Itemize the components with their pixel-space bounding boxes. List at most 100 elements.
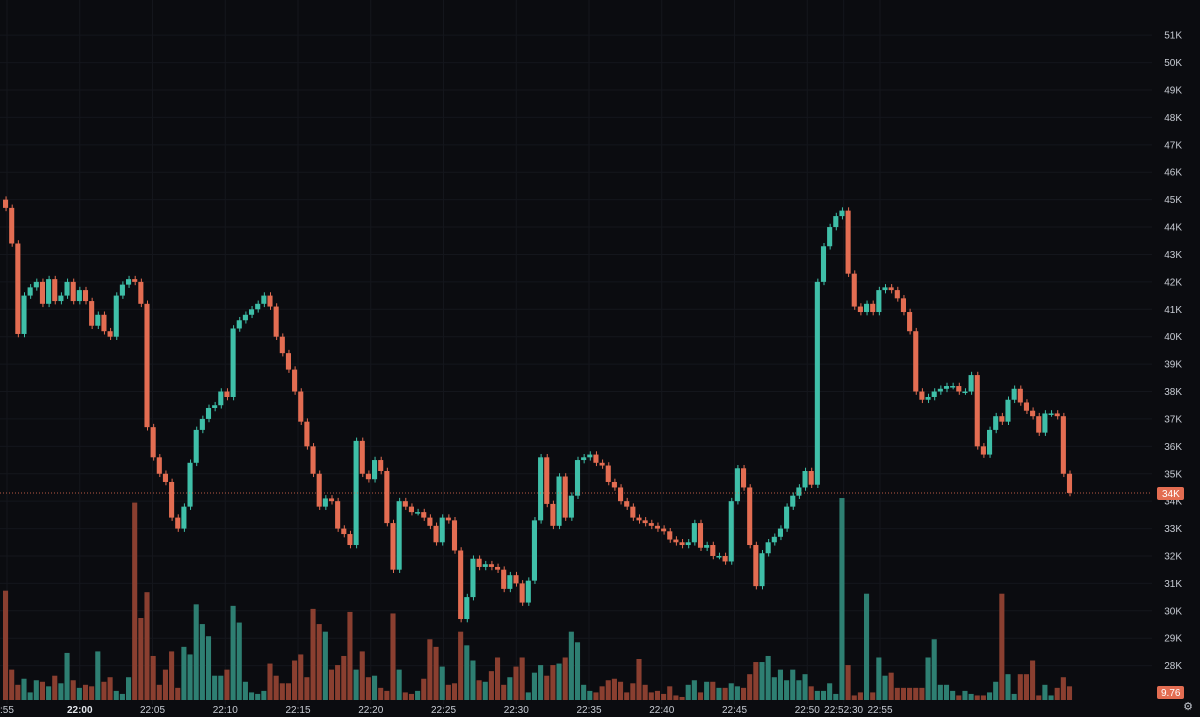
- volume-bar: [298, 654, 304, 700]
- candle-body: [150, 427, 156, 458]
- time-tick-label: 22:10: [213, 705, 238, 716]
- volume-bar: [292, 660, 298, 700]
- candle-body: [384, 471, 390, 524]
- volume-bar: [52, 675, 58, 700]
- volume-bar: [925, 657, 931, 700]
- volume-bar: [968, 693, 974, 700]
- candle-body: [980, 446, 986, 455]
- candle-body: [1048, 413, 1054, 415]
- volume-bar: [605, 680, 611, 700]
- volume-bar: [987, 692, 993, 700]
- volume-bar: [1011, 693, 1017, 700]
- volume-bar: [907, 687, 913, 700]
- time-tick-label: 22:05: [140, 705, 165, 716]
- volume-bar: [476, 680, 482, 700]
- candle-body: [673, 539, 679, 543]
- volume-bar: [710, 681, 716, 700]
- volume-bar: [33, 680, 39, 700]
- candle-body: [661, 528, 667, 532]
- volume-bar: [784, 680, 790, 700]
- candle-body: [925, 397, 931, 400]
- candle-body: [162, 473, 168, 482]
- time-axis[interactable]: :55 22:00 22:05 22:10 22:15 22:20 22:25 22:30 22…: [0, 705, 893, 716]
- volume-bar: [384, 690, 390, 700]
- volume-bar: [827, 683, 833, 700]
- volume-bar: [734, 686, 740, 700]
- time-tick-label: 22:52:30: [824, 705, 863, 716]
- volume-bar: [335, 665, 341, 700]
- time-tick-label: :55: [0, 705, 14, 716]
- volume-bar: [107, 677, 113, 700]
- volume-bar: [648, 692, 654, 700]
- candle-body: [802, 471, 808, 488]
- candle-body: [470, 558, 476, 598]
- price-tick-label: 34K: [1164, 497, 1182, 508]
- volume-bar: [538, 665, 544, 700]
- volume-bar: [611, 678, 617, 700]
- volume-bar: [433, 646, 439, 700]
- candle-body: [156, 457, 162, 474]
- candle-body: [126, 279, 132, 285]
- candle-body: [304, 421, 310, 447]
- candle-body: [882, 287, 888, 291]
- volume-bar: [224, 669, 230, 700]
- volume-bar: [587, 690, 593, 700]
- volume-bar: [913, 687, 919, 700]
- volume-bar: [802, 674, 808, 700]
- candle-body: [747, 487, 753, 546]
- volume-bar: [126, 677, 132, 700]
- time-tick-label: 22:55: [867, 705, 892, 716]
- candle-body: [667, 531, 673, 540]
- candle-body: [27, 287, 33, 296]
- time-tick-label: 22:25: [431, 705, 456, 716]
- volume-bar: [15, 684, 21, 700]
- time-tick-label: 22:45: [722, 705, 747, 716]
- candle-body: [722, 555, 728, 562]
- gear-icon[interactable]: ⚙: [1183, 700, 1193, 713]
- candle-body: [556, 476, 562, 526]
- candle-body: [870, 303, 876, 313]
- candle-body: [987, 429, 993, 455]
- candle-body: [322, 498, 328, 507]
- candle-body: [765, 542, 771, 554]
- candle-body: [679, 542, 685, 546]
- candle-body: [261, 295, 267, 304]
- volume-bar: [900, 687, 906, 700]
- last-volume-badge-label: 9.76: [1161, 688, 1181, 699]
- volume-bar: [396, 669, 402, 700]
- volume-bar: [722, 687, 728, 700]
- price-axis[interactable]: 28K 29K 30K 31K 32K 33K 34K 35K 36K 37K 38K 39K 40K 4…: [1164, 31, 1182, 672]
- volume-bar: [956, 695, 962, 700]
- volume-bar: [679, 696, 685, 700]
- candle-body: [396, 501, 402, 570]
- volume-bar: [882, 675, 888, 700]
- volume-bar: [359, 651, 365, 700]
- candle-body: [630, 506, 636, 518]
- candle-body: [427, 517, 433, 526]
- candle-body: [734, 468, 740, 502]
- candle-body: [716, 555, 722, 558]
- candle-body: [230, 328, 236, 398]
- price-tick-label: 46K: [1164, 168, 1182, 179]
- time-tick-label: 22:30: [504, 705, 529, 716]
- volume-bar: [974, 695, 980, 700]
- volume-bar: [27, 692, 33, 700]
- candle-body: [605, 465, 611, 482]
- candle-body: [999, 416, 1005, 422]
- time-tick-label: 22:40: [649, 705, 674, 716]
- volume-bar: [451, 683, 458, 700]
- volume-bar: [169, 651, 175, 700]
- candle-body: [193, 429, 199, 463]
- volume-bar: [181, 646, 187, 700]
- volume-bar: [771, 677, 777, 700]
- candle-body: [814, 281, 820, 485]
- price-candles: [3, 196, 1073, 623]
- volume-bar: [790, 669, 796, 700]
- candle-body: [1060, 416, 1066, 474]
- candle-body: [697, 523, 704, 548]
- candle-body: [919, 391, 925, 400]
- candle-body: [501, 569, 507, 589]
- price-tick-label: 35K: [1164, 469, 1182, 480]
- candle-body: [33, 281, 39, 288]
